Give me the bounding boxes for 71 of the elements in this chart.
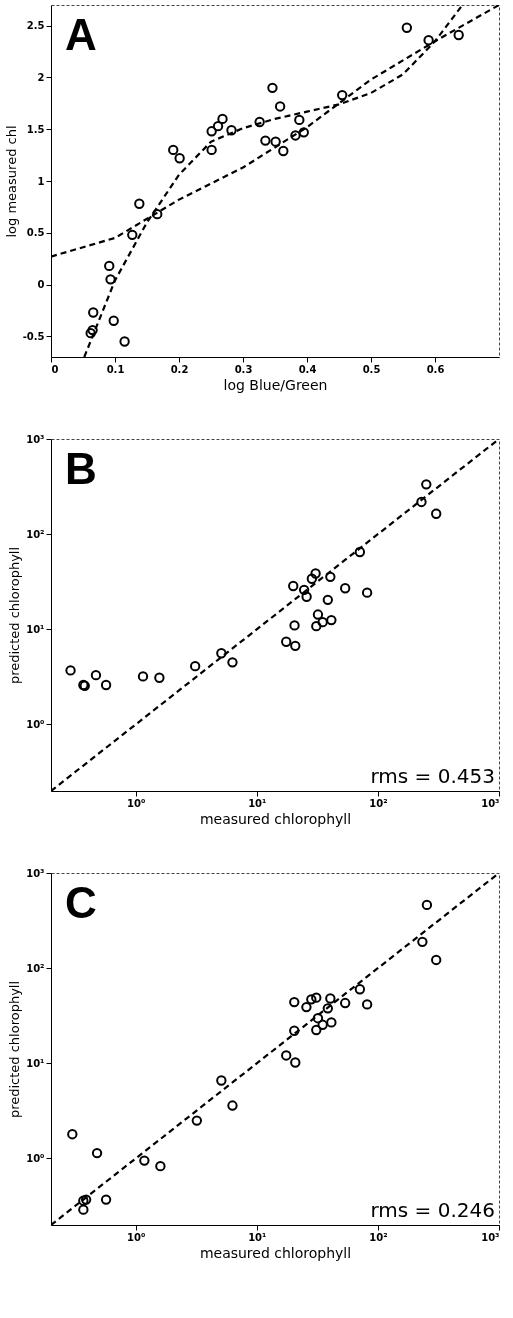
y-tick-label: 10³ [26, 433, 45, 445]
x-tick-label: 10³ [481, 797, 500, 809]
x-tick-label: 10¹ [248, 1231, 267, 1243]
y-tick-label: 0.5 [26, 227, 45, 239]
chart-title: C [65, 878, 97, 927]
y-tick-label: 10² [26, 528, 45, 540]
point [226, 125, 237, 136]
x-tick-label: 10³ [481, 1231, 500, 1243]
point [174, 153, 185, 164]
y-axis-title: predicted chlorophyll [7, 546, 23, 685]
y-tick-label: 2 [37, 71, 45, 83]
point [267, 82, 278, 93]
annotation: rms = 0.246 [370, 1198, 495, 1222]
y-tick-label: 1 [37, 175, 45, 187]
point [401, 22, 413, 33]
point [206, 144, 217, 156]
x-axis-title: log Blue/Green [223, 376, 328, 393]
point [108, 315, 119, 326]
y-tick-label: 10⁰ [26, 1152, 45, 1164]
point [134, 198, 145, 209]
point [105, 274, 116, 285]
point [337, 89, 348, 101]
chart-title: B [65, 444, 97, 493]
point [260, 135, 271, 146]
x-tick-label: 10⁰ [127, 1231, 146, 1243]
y-tick-label: 10² [26, 962, 45, 974]
x-tick-label: 0.4 [298, 363, 317, 375]
point [206, 126, 217, 137]
point [85, 328, 96, 339]
y-tick-label: 10¹ [26, 1057, 45, 1069]
y-tick-label: 2.5 [26, 20, 45, 32]
x-tick-label: 0.5 [362, 363, 381, 375]
x-axis-title: measured chlorophyll [199, 810, 352, 827]
x-axis-title: measured chlorophyll [199, 1244, 352, 1261]
point [87, 324, 98, 336]
point [423, 35, 434, 46]
point [290, 130, 301, 141]
point [270, 136, 281, 147]
x-tick-label: 0.6 [426, 363, 445, 375]
x-tick-label: 10² [369, 1231, 388, 1243]
y-tick-label: 0 [37, 279, 45, 291]
x-tick-label: 0.1 [106, 363, 125, 375]
point [127, 229, 138, 241]
y-axis-title: log measured chl [3, 125, 19, 238]
point [168, 144, 179, 156]
point [274, 101, 286, 112]
point [104, 260, 115, 272]
point [217, 113, 228, 125]
point [254, 116, 265, 128]
x-tick-label: 0.3 [234, 363, 253, 375]
point [294, 114, 305, 126]
x-tick-label: 10⁰ [127, 797, 146, 809]
point [152, 208, 163, 220]
x-tick-label: 10² [369, 797, 388, 809]
point [298, 127, 309, 138]
x-tick-label: 0.2 [170, 363, 189, 375]
point [119, 336, 130, 347]
y-tick-label: 10¹ [26, 623, 45, 635]
point [453, 29, 464, 41]
point [212, 120, 224, 132]
point [88, 307, 99, 318]
chart-title: A [65, 10, 97, 59]
x-tick-label: 10¹ [248, 797, 267, 809]
point [278, 145, 289, 157]
y-tick-label: 10⁰ [26, 718, 45, 730]
y-tick-label: -0.5 [22, 330, 45, 342]
y-tick-label: 1.5 [26, 123, 45, 135]
x-tick-label: 0 [51, 363, 59, 375]
y-axis-title: predicted chlorophyll [7, 980, 23, 1119]
annotation: rms = 0.453 [370, 764, 495, 788]
y-tick-label: 10³ [26, 867, 45, 879]
